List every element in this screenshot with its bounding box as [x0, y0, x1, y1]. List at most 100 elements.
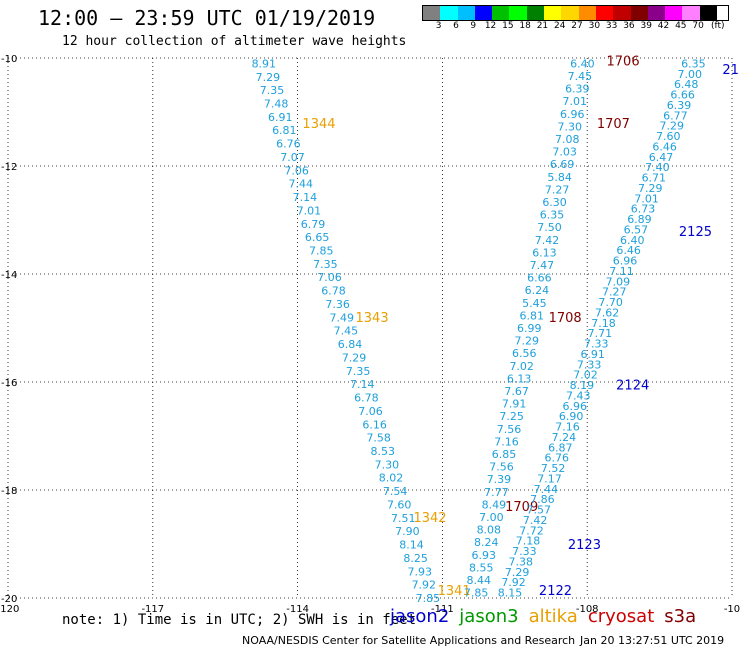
wave-height-value: 7.56: [489, 461, 514, 474]
generated-timestamp: Jan 20 13:27:51 UTC 2019: [580, 634, 725, 647]
credit-text: NOAA/NESDIS Center for Satellite Applica…: [242, 634, 576, 647]
legend-swatch: [630, 6, 648, 20]
wave-height-value: 7.07: [280, 151, 305, 164]
wave-height-value: 7.60: [387, 498, 412, 511]
lat-tick-label: -16: [1, 378, 17, 389]
lat-tick-label: -12: [1, 162, 17, 173]
wave-height-value: 7.44: [534, 483, 559, 496]
wave-height-value: 6.48: [674, 78, 699, 91]
wave-height-value: 8.19: [570, 379, 595, 392]
wave-height-value: 7.45: [334, 325, 359, 338]
legend-label-row: 3 6 9 12 15 18 21 24 27 30 33 36 39 42 45 70 (ft): [422, 21, 729, 31]
wave-height-value: 8.91: [252, 57, 277, 70]
wave-height-value: 7.18: [591, 317, 616, 330]
wave-height-value: 6.35: [681, 57, 706, 70]
lat-tick-label: -10: [1, 54, 17, 65]
wave-height-value: 7.77: [484, 486, 509, 499]
wave-height-value: 7.33: [584, 338, 609, 351]
wave-height-value: 7.25: [499, 410, 524, 423]
wave-height-value: 7.00: [678, 68, 703, 81]
wave-height-value: 6.57: [624, 223, 649, 236]
wave-height-value: 7.02: [573, 369, 598, 382]
wave-height-value: 7.86: [530, 493, 555, 506]
wave-height-value: 6.24: [525, 284, 550, 297]
lon-tick-label: -108: [576, 604, 599, 615]
wave-height-value: 6.16: [362, 418, 387, 431]
wave-height-value: 6.84: [338, 338, 363, 351]
legend-label: 30: [588, 21, 601, 31]
wave-height-value: 6.90: [559, 410, 584, 423]
wave-height-value: 7.08: [555, 133, 580, 146]
wave-height-value: 7.00: [479, 511, 504, 524]
wave-height-value: 7.01: [297, 204, 322, 217]
pass-time-label: 1707: [597, 117, 630, 132]
wave-height-value: 7.14: [350, 378, 375, 391]
wave-height-value: 6.73: [631, 203, 656, 216]
wave-height-value: 6.40: [570, 57, 595, 70]
satellite-legend: jason2 jason3 altika cryosat s3a: [390, 606, 706, 627]
wave-height-value: 7.50: [537, 221, 562, 234]
legend-label: 6: [453, 21, 459, 31]
satellite-s3a: s3a: [664, 606, 697, 627]
lon-tick-label: -111: [431, 604, 454, 615]
legend-label: 33: [605, 21, 618, 31]
wave-height-value: 7.06: [284, 164, 309, 177]
wave-height-value: 6.46: [652, 140, 677, 153]
wave-height-value: 6.71: [642, 172, 667, 185]
wave-height-value: 7.93: [407, 565, 432, 578]
wave-height-value: 6.87: [548, 441, 573, 454]
wave-height-value: 7.06: [358, 405, 383, 418]
wave-height-value: 6.76: [544, 452, 569, 465]
lon-tick-label: -117: [141, 604, 164, 615]
legend-label: 18: [519, 21, 531, 31]
wave-height-value: 8.53: [371, 445, 396, 458]
legend-label: 12: [484, 21, 497, 31]
wave-height-value: 6.13: [507, 372, 532, 385]
wave-height-value: 7.03: [552, 146, 577, 159]
wave-height-value: 7.16: [555, 421, 580, 434]
legend-swatch: [682, 6, 700, 20]
wave-height-value: 7.39: [487, 473, 512, 486]
wave-height-value: 7.29: [660, 120, 685, 133]
wave-height-value: 7.29: [638, 182, 663, 195]
legend-label: 27: [571, 21, 583, 31]
wave-height-value: 6.66: [670, 89, 695, 102]
wave-height-value: 7.70: [598, 296, 623, 309]
color-legend: 3 6 9 12 15 18 21 24 27 30 33 36 39 42 45 70 (ft): [422, 5, 729, 31]
legend-label: 70: [692, 21, 704, 31]
legend-label: 9: [470, 21, 477, 31]
lat-tick-label: -18: [1, 486, 17, 497]
wave-height-value: 6.13: [532, 246, 557, 259]
wave-height-value: 6.78: [321, 285, 346, 298]
wave-height-value: 6.47: [649, 151, 674, 164]
wave-height-value: 7.72: [519, 524, 544, 537]
wave-height-value: 7.92: [412, 579, 437, 592]
wave-height-value: 7.43: [566, 389, 591, 402]
wave-height-value: 7.45: [568, 70, 593, 83]
wave-height-value: 6.77: [663, 109, 688, 122]
wave-height-value: 7.01: [563, 95, 588, 108]
legend-swatch: [578, 6, 596, 20]
wave-height-value: 6.96: [560, 108, 585, 121]
wave-height-value: 6.96: [613, 255, 638, 268]
wave-height-value: 6.46: [616, 244, 641, 257]
wave-height-value: 7.42: [523, 514, 548, 527]
wave-height-value: 7.33: [577, 358, 602, 371]
wave-height-value: 8.55: [469, 561, 494, 574]
legend-label: 45: [675, 21, 687, 31]
wave-height-value: 6.85: [492, 448, 517, 461]
wave-height-value: 7.18: [516, 535, 541, 548]
wave-height-value: 6.69: [550, 158, 575, 171]
wave-height-value: 6.96: [562, 400, 587, 413]
wave-height-value: 6.56: [512, 347, 537, 360]
legend-swatch: [544, 6, 562, 20]
wave-height-value: 7.49: [330, 311, 355, 324]
legend-label: 3: [435, 21, 442, 31]
wave-height-value: 8.14: [399, 539, 424, 552]
wave-height-value: 7.30: [557, 120, 582, 133]
wave-height-value: 7.29: [256, 71, 281, 84]
wave-height-value: 7.06: [317, 271, 342, 284]
pass-time-label: 2122: [539, 584, 572, 599]
pass-time-label: 1343: [356, 311, 389, 326]
wave-height-value: 7.85: [416, 592, 441, 605]
